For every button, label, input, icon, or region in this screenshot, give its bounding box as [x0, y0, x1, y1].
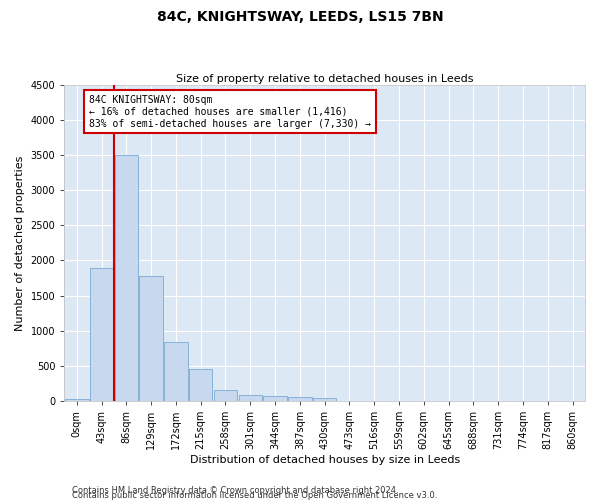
- Text: Contains HM Land Registry data © Crown copyright and database right 2024.: Contains HM Land Registry data © Crown c…: [72, 486, 398, 495]
- Bar: [189, 370, 212, 401]
- Bar: [263, 396, 287, 401]
- Bar: [90, 268, 113, 401]
- Title: Size of property relative to detached houses in Leeds: Size of property relative to detached ho…: [176, 74, 473, 84]
- X-axis label: Distribution of detached houses by size in Leeds: Distribution of detached houses by size …: [190, 455, 460, 465]
- Bar: [288, 397, 311, 401]
- Bar: [164, 342, 188, 401]
- Text: 84C KNIGHTSWAY: 80sqm
← 16% of detached houses are smaller (1,416)
83% of semi-d: 84C KNIGHTSWAY: 80sqm ← 16% of detached …: [89, 96, 371, 128]
- Text: 84C, KNIGHTSWAY, LEEDS, LS15 7BN: 84C, KNIGHTSWAY, LEEDS, LS15 7BN: [157, 10, 443, 24]
- Bar: [65, 399, 89, 401]
- Bar: [139, 276, 163, 401]
- Text: Contains public sector information licensed under the Open Government Licence v3: Contains public sector information licen…: [72, 491, 437, 500]
- Bar: [115, 155, 138, 401]
- Bar: [313, 398, 337, 401]
- Bar: [214, 390, 237, 401]
- Bar: [239, 394, 262, 401]
- Y-axis label: Number of detached properties: Number of detached properties: [15, 155, 25, 330]
